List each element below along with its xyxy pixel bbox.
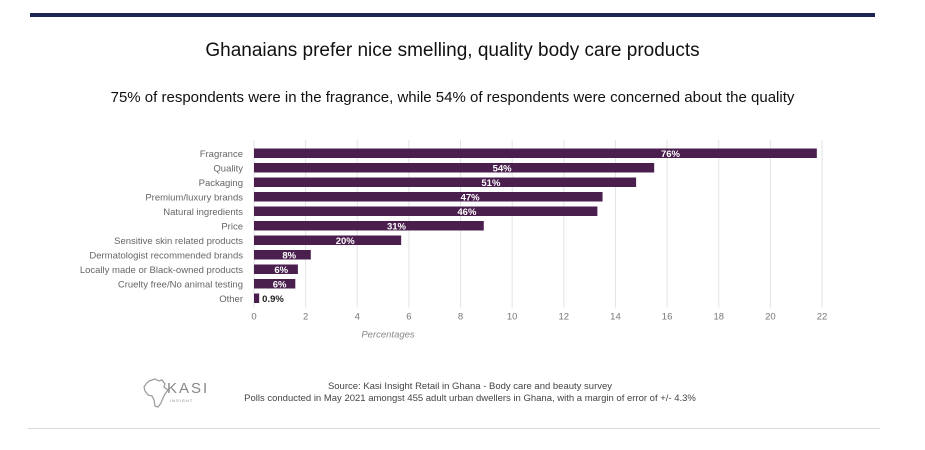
category-label: Locally made or Black-owned products [80,265,243,276]
data-label: 31% [387,221,407,232]
bar [254,192,603,202]
x-tick-label: 2 [303,312,308,323]
data-label: 6% [274,265,288,276]
x-tick-label: 8 [458,312,463,323]
logo-text: KASI [167,380,210,397]
chart-title: Ghanaians prefer nice smelling, quality … [205,40,700,61]
africa-map-icon [143,378,169,408]
data-label: 76% [661,149,681,160]
bar [254,250,311,260]
source-note: Source: Kasi Insight Retail in Ghana - B… [0,381,925,405]
data-label: 51% [481,178,501,189]
x-axis-label: Percentages [361,330,415,341]
bar [254,148,817,158]
bar [254,264,298,274]
x-tick-label: 14 [610,312,621,323]
x-tick-label: 22 [817,312,828,323]
x-tick-label: 6 [406,312,411,323]
data-label: 46% [457,207,477,218]
data-label: 8% [282,250,296,261]
x-tick-label: 18 [713,312,724,323]
data-label: 6% [273,279,287,290]
bar [254,221,484,231]
bar [254,163,655,173]
data-label: 47% [461,192,481,203]
logo-subtext: INSIGHT [170,398,194,403]
source-line-1: Source: Kasi Insight Retail in Ghana - B… [327,381,613,392]
category-label: Cruelty free/No animal testing [118,279,243,290]
data-label: 0.9% [262,294,284,305]
x-tick-label: 16 [662,312,673,323]
top-rule [30,13,875,17]
chart-subtitle: 75% of respondents were in the fragrance… [110,89,795,106]
category-label: Sensitive skin related products [114,236,243,247]
x-tick-label: 0 [251,312,256,323]
category-label: Quality [213,163,243,174]
data-label: 20% [336,236,356,247]
source-line-2: Polls conducted in May 2021 amongst 455 … [244,393,696,404]
x-tick-label: 10 [507,312,518,323]
bar [254,206,598,216]
category-label: Packaging [199,178,243,189]
bar-chart: 0 2 4 6 8 10 12 14 16 18 20 22 Fragrance 76% Quality 54… [80,140,828,341]
category-label: Natural ingredients [163,207,243,218]
category-label: Price [221,221,243,232]
bar [254,293,260,303]
category-label: Dermatologist recommended brands [89,250,243,261]
data-label: 54% [493,163,513,174]
x-tick-label: 20 [765,312,776,323]
bar [254,235,402,245]
category-label: Other [219,294,243,305]
category-label: Fragrance [200,149,243,160]
bar [254,177,637,187]
x-tick-label: 12 [559,312,570,323]
bar [254,279,296,289]
x-tick-label: 4 [355,312,360,323]
kasi-logo: KASI INSIGHT [143,378,233,408]
category-label: Premium/luxury brands [145,192,243,203]
bottom-rule [28,428,880,429]
